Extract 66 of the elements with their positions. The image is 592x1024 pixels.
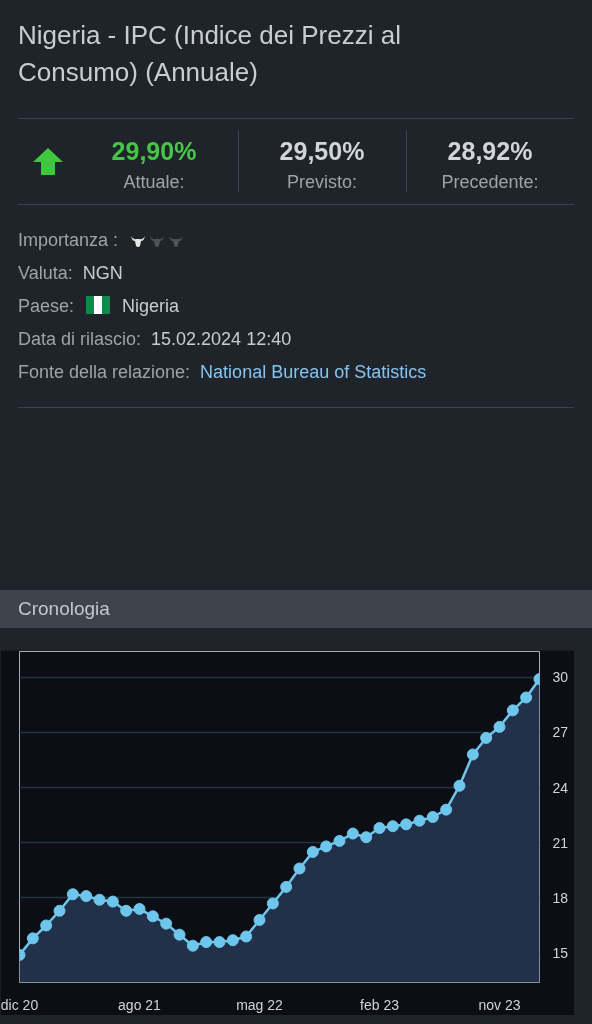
point	[80, 890, 93, 903]
text: Nigeria - IPC (Indice dei Prezzi al Consumo) (Annuale)	[18, 19, 402, 89]
x-tick-label: mag 22	[236, 996, 284, 1013]
y-tick-label: 24	[552, 779, 569, 796]
point	[440, 803, 453, 816]
point	[280, 880, 293, 893]
point	[120, 904, 133, 917]
point	[226, 934, 239, 947]
point	[93, 893, 106, 906]
point	[320, 840, 333, 853]
text: Nigeria	[122, 296, 180, 316]
text: 28,92%	[446, 136, 534, 167]
point	[66, 888, 79, 901]
text: 15.02.2024 12:40	[151, 329, 292, 349]
point	[360, 831, 373, 844]
point	[346, 827, 359, 840]
source-note: Fonte della relazione:	[18, 362, 191, 382]
y-tick-label: 18	[552, 889, 569, 906]
text: Paese:	[18, 296, 75, 316]
point	[333, 834, 346, 847]
point	[400, 818, 413, 831]
y-tick-label: 27	[552, 724, 569, 741]
point	[453, 779, 466, 792]
point	[253, 913, 266, 926]
chart-title: Cronologia	[0, 590, 592, 628]
x-tick-label: dic 20	[0, 996, 39, 1013]
point	[306, 845, 319, 858]
point	[480, 731, 493, 744]
point	[240, 930, 253, 943]
y-tick-label: 15	[552, 945, 569, 962]
point	[53, 904, 66, 917]
point	[466, 748, 479, 761]
text: 29,50%	[278, 136, 366, 167]
x-tick-label: feb 23	[360, 996, 400, 1013]
point	[173, 928, 186, 941]
point	[426, 811, 439, 823]
point	[160, 917, 173, 930]
point	[40, 919, 53, 932]
text: 29,90%	[110, 136, 198, 167]
point	[133, 902, 146, 915]
text: Attuale:	[122, 171, 186, 194]
point	[26, 932, 39, 945]
point	[106, 895, 119, 908]
point	[520, 691, 533, 704]
point	[413, 814, 426, 827]
text: Valuta:	[18, 263, 73, 283]
point	[213, 936, 226, 949]
y-tick-label: 21	[552, 834, 569, 851]
point	[200, 936, 213, 949]
text: Importanza :	[18, 230, 119, 250]
point	[266, 897, 279, 910]
text: Precedente:	[440, 171, 540, 194]
point	[493, 720, 506, 733]
point	[373, 822, 386, 835]
point	[293, 862, 306, 875]
point	[186, 939, 199, 952]
point	[146, 910, 159, 923]
text: National Bureau of Statistics	[200, 362, 427, 382]
x-tick-label: ago 21	[118, 996, 162, 1013]
text: Data di rilascio:	[18, 329, 142, 349]
point	[386, 820, 399, 833]
text: Previsto:	[286, 171, 358, 194]
point	[506, 704, 519, 717]
y-tick-label: 30	[552, 669, 569, 686]
x-tick-label: nov 23	[478, 996, 521, 1013]
text: NGN	[82, 263, 123, 283]
